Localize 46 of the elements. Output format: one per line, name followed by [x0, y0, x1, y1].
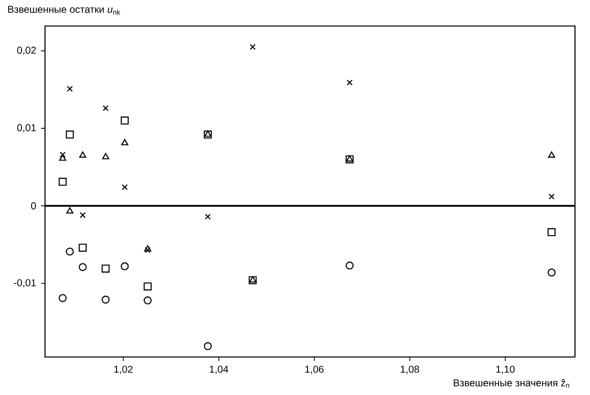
- point: [144, 245, 152, 252]
- x-tick-label: 1,10: [496, 366, 515, 374]
- y-tick-label: -0,01: [14, 279, 36, 288]
- point: [250, 44, 256, 50]
- point: [204, 214, 211, 220]
- point: [120, 262, 129, 270]
- point: [144, 296, 152, 304]
- point: [122, 184, 128, 190]
- x-tick-label: 1,06: [305, 366, 324, 374]
- y-tick-label: 0,01: [17, 124, 36, 132]
- point: [144, 282, 152, 290]
- point: [204, 130, 212, 139]
- point: [548, 228, 556, 236]
- point: [548, 268, 556, 276]
- point: [120, 116, 129, 125]
- point: [66, 207, 74, 214]
- x-tick-label: 1,02: [114, 366, 133, 374]
- point: [102, 152, 110, 160]
- point: [102, 296, 110, 304]
- point: [66, 248, 74, 256]
- point: [60, 152, 66, 158]
- point: [66, 86, 73, 92]
- point: [79, 151, 86, 158]
- point: [204, 342, 212, 350]
- point: [204, 130, 212, 137]
- point: [346, 262, 354, 270]
- x-tick-label: 1,08: [400, 366, 420, 374]
- point: [58, 178, 67, 186]
- point: [548, 194, 555, 200]
- point: [78, 244, 87, 252]
- point: [80, 212, 86, 218]
- y-tick-label: 0: [31, 202, 36, 210]
- point: [58, 294, 67, 302]
- point: [66, 130, 74, 139]
- x-axis-title: Взвешенные значения ẑ$_{n}$: [454, 379, 570, 388]
- point: [59, 154, 66, 161]
- x-tick-label: 1,04: [210, 366, 228, 374]
- point: [102, 105, 109, 112]
- point: [121, 139, 128, 146]
- point: [78, 263, 87, 272]
- point: [102, 264, 110, 273]
- point: [346, 80, 353, 86]
- y-tick-label: 0,02: [17, 46, 36, 55]
- y-axis-title: Взвешенные остатки u$_{nk}$: [8, 6, 120, 15]
- point: [144, 247, 151, 253]
- point: [548, 151, 556, 158]
